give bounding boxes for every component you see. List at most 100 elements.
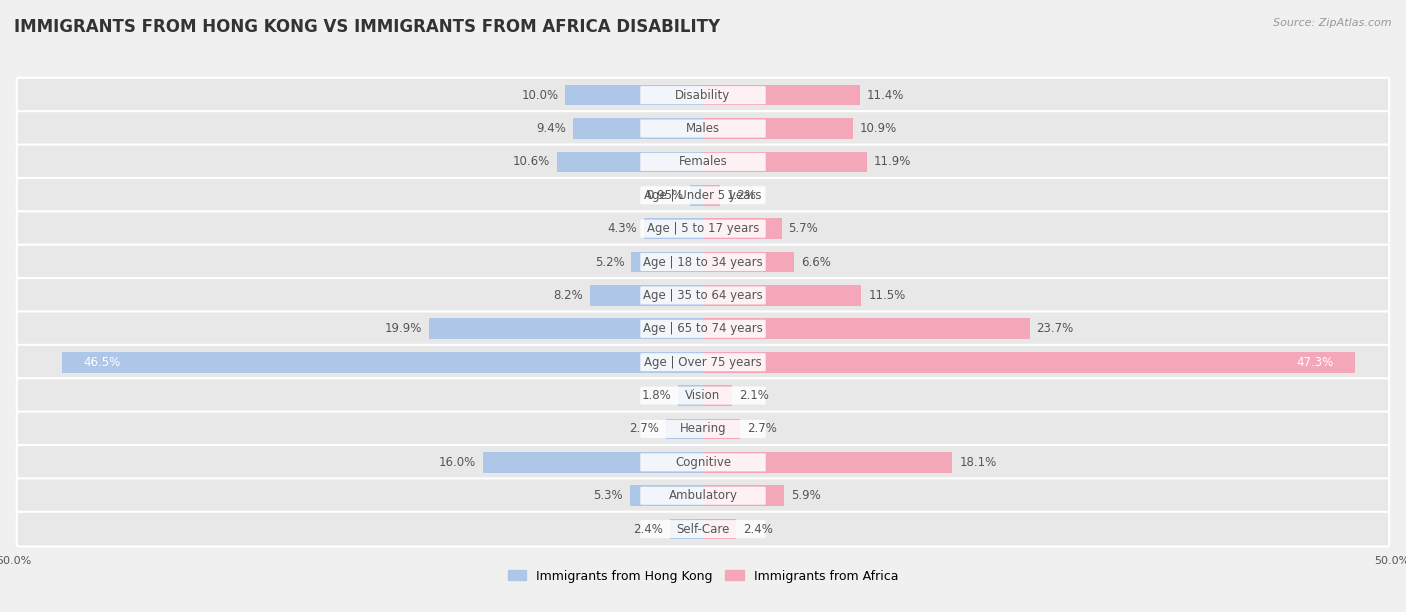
Bar — [703, 152, 868, 172]
FancyBboxPatch shape — [17, 144, 1389, 179]
Text: 2.7%: 2.7% — [628, 422, 659, 436]
Bar — [690, 185, 703, 206]
FancyBboxPatch shape — [640, 353, 766, 371]
Legend: Immigrants from Hong Kong, Immigrants from Africa: Immigrants from Hong Kong, Immigrants fr… — [502, 564, 904, 588]
FancyBboxPatch shape — [640, 453, 766, 471]
Text: Age | Under 5 years: Age | Under 5 years — [644, 188, 762, 202]
Bar — [703, 85, 860, 105]
Bar — [703, 519, 737, 539]
Text: Cognitive: Cognitive — [675, 456, 731, 469]
Text: 23.7%: 23.7% — [1036, 323, 1074, 335]
Text: 2.4%: 2.4% — [742, 523, 773, 536]
Text: 10.9%: 10.9% — [860, 122, 897, 135]
Bar — [591, 285, 703, 306]
Bar — [703, 218, 782, 239]
Bar — [62, 352, 703, 373]
FancyBboxPatch shape — [17, 78, 1389, 113]
Bar — [644, 218, 703, 239]
Text: 16.0%: 16.0% — [439, 456, 475, 469]
Bar — [703, 352, 1355, 373]
FancyBboxPatch shape — [17, 111, 1389, 146]
Bar — [703, 318, 1029, 339]
Bar — [703, 252, 794, 272]
Text: Disability: Disability — [675, 89, 731, 102]
FancyBboxPatch shape — [640, 186, 766, 204]
Bar — [703, 285, 862, 306]
Text: 47.3%: 47.3% — [1296, 356, 1334, 368]
Text: Source: ZipAtlas.com: Source: ZipAtlas.com — [1274, 18, 1392, 28]
Text: Vision: Vision — [685, 389, 721, 402]
Text: 5.7%: 5.7% — [789, 222, 818, 235]
FancyBboxPatch shape — [640, 420, 766, 438]
Bar — [703, 118, 853, 139]
Bar — [703, 452, 952, 472]
Text: Hearing: Hearing — [679, 422, 727, 436]
Text: Age | 18 to 34 years: Age | 18 to 34 years — [643, 256, 763, 269]
Text: IMMIGRANTS FROM HONG KONG VS IMMIGRANTS FROM AFRICA DISABILITY: IMMIGRANTS FROM HONG KONG VS IMMIGRANTS … — [14, 18, 720, 36]
FancyBboxPatch shape — [640, 387, 766, 405]
Bar — [666, 419, 703, 439]
Text: Ambulatory: Ambulatory — [668, 489, 738, 502]
Bar — [669, 519, 703, 539]
FancyBboxPatch shape — [17, 378, 1389, 413]
Bar — [574, 118, 703, 139]
FancyBboxPatch shape — [17, 312, 1389, 346]
Text: 5.9%: 5.9% — [792, 489, 821, 502]
FancyBboxPatch shape — [17, 245, 1389, 280]
Text: 1.8%: 1.8% — [641, 389, 671, 402]
Bar — [482, 452, 703, 472]
Bar — [703, 185, 720, 206]
FancyBboxPatch shape — [17, 479, 1389, 513]
FancyBboxPatch shape — [640, 253, 766, 271]
Text: Females: Females — [679, 155, 727, 168]
Bar — [557, 152, 703, 172]
Text: 11.4%: 11.4% — [868, 89, 904, 102]
Bar — [703, 385, 733, 406]
Text: Age | Over 75 years: Age | Over 75 years — [644, 356, 762, 368]
Text: 46.5%: 46.5% — [83, 356, 120, 368]
Text: 2.4%: 2.4% — [633, 523, 664, 536]
Text: 11.9%: 11.9% — [875, 155, 911, 168]
FancyBboxPatch shape — [17, 178, 1389, 212]
Text: 0.95%: 0.95% — [645, 188, 683, 202]
Text: 5.3%: 5.3% — [593, 489, 623, 502]
Text: 2.1%: 2.1% — [738, 389, 769, 402]
Bar — [678, 385, 703, 406]
Bar — [703, 419, 740, 439]
Text: Males: Males — [686, 122, 720, 135]
Text: Age | 5 to 17 years: Age | 5 to 17 years — [647, 222, 759, 235]
FancyBboxPatch shape — [640, 487, 766, 505]
FancyBboxPatch shape — [640, 153, 766, 171]
FancyBboxPatch shape — [17, 512, 1389, 547]
Text: 2.7%: 2.7% — [747, 422, 778, 436]
FancyBboxPatch shape — [640, 320, 766, 338]
Text: 4.3%: 4.3% — [607, 222, 637, 235]
Text: Age | 35 to 64 years: Age | 35 to 64 years — [643, 289, 763, 302]
FancyBboxPatch shape — [640, 86, 766, 104]
FancyBboxPatch shape — [17, 211, 1389, 246]
FancyBboxPatch shape — [640, 119, 766, 138]
Text: 19.9%: 19.9% — [384, 323, 422, 335]
Text: 8.2%: 8.2% — [554, 289, 583, 302]
Bar — [565, 85, 703, 105]
Text: 1.2%: 1.2% — [727, 188, 756, 202]
Text: 10.6%: 10.6% — [513, 155, 550, 168]
Text: Self-Care: Self-Care — [676, 523, 730, 536]
Text: Age | 65 to 74 years: Age | 65 to 74 years — [643, 323, 763, 335]
Text: 5.2%: 5.2% — [595, 256, 624, 269]
FancyBboxPatch shape — [17, 445, 1389, 480]
Text: 10.0%: 10.0% — [522, 89, 558, 102]
FancyBboxPatch shape — [17, 278, 1389, 313]
FancyBboxPatch shape — [640, 220, 766, 237]
FancyBboxPatch shape — [17, 345, 1389, 379]
Text: 9.4%: 9.4% — [537, 122, 567, 135]
Text: 6.6%: 6.6% — [801, 256, 831, 269]
Bar — [630, 485, 703, 506]
Text: 11.5%: 11.5% — [869, 289, 905, 302]
FancyBboxPatch shape — [17, 412, 1389, 446]
Bar — [703, 485, 785, 506]
FancyBboxPatch shape — [640, 520, 766, 538]
Text: 18.1%: 18.1% — [959, 456, 997, 469]
Bar — [631, 252, 703, 272]
FancyBboxPatch shape — [640, 286, 766, 304]
